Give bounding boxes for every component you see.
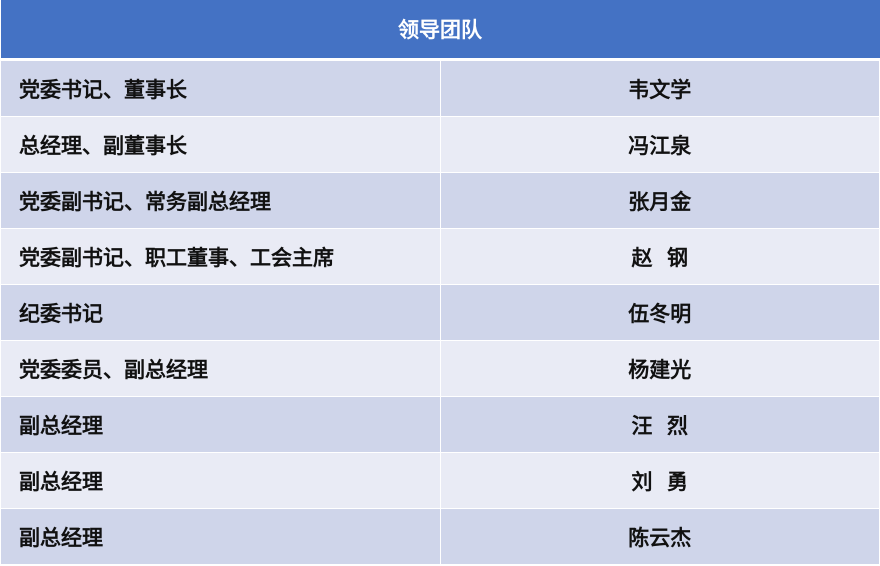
position-cell: 副总经理 [0, 452, 441, 509]
table-row: 副总经理刘 勇 [0, 452, 880, 509]
name-cell: 汪 烈 [439, 396, 880, 453]
name-cell: 杨建光 [439, 340, 880, 397]
table-row: 副总经理 陈云杰 [0, 508, 880, 565]
table-row: 党委副书记、常务副总经理 张月金 [0, 172, 880, 229]
name-cell: 刘 勇 [439, 452, 880, 509]
name-cell: 韦文学 [439, 59, 880, 117]
table-row: 副总经理汪 烈 [0, 396, 880, 453]
table-title: 领导团队 [0, 0, 880, 61]
position-cell: 总经理、副董事长 [0, 116, 441, 173]
table-row: 党委书记、董事长 韦文学 [0, 59, 880, 117]
name-cell: 伍冬明 [439, 284, 880, 341]
name-cell: 张月金 [439, 172, 880, 229]
table-row: 党委副书记、职工董事、工会主席赵 钢 [0, 228, 880, 285]
name-cell: 赵 钢 [439, 228, 880, 285]
position-cell: 党委副书记、常务副总经理 [0, 172, 441, 229]
position-cell: 党委委员、副总经理 [0, 340, 441, 397]
position-cell: 副总经理 [0, 508, 441, 565]
table-row: 党委委员、副总经理 杨建光 [0, 340, 880, 397]
name-cell: 冯江泉 [439, 116, 880, 173]
position-cell: 党委书记、董事长 [0, 59, 441, 117]
position-cell: 纪委书记 [0, 284, 441, 341]
table-row: 总经理、副董事长 冯江泉 [0, 116, 880, 173]
position-cell: 副总经理 [0, 396, 441, 453]
table-row: 纪委书记 伍冬明 [0, 284, 880, 341]
name-cell: 陈云杰 [439, 508, 880, 565]
position-cell: 党委副书记、职工董事、工会主席 [0, 228, 441, 285]
table-body: 党委书记、董事长 韦文学 总经理、副董事长 冯江泉 党委副书记、常务副总经理 张月金 党委副… [0, 59, 880, 565]
